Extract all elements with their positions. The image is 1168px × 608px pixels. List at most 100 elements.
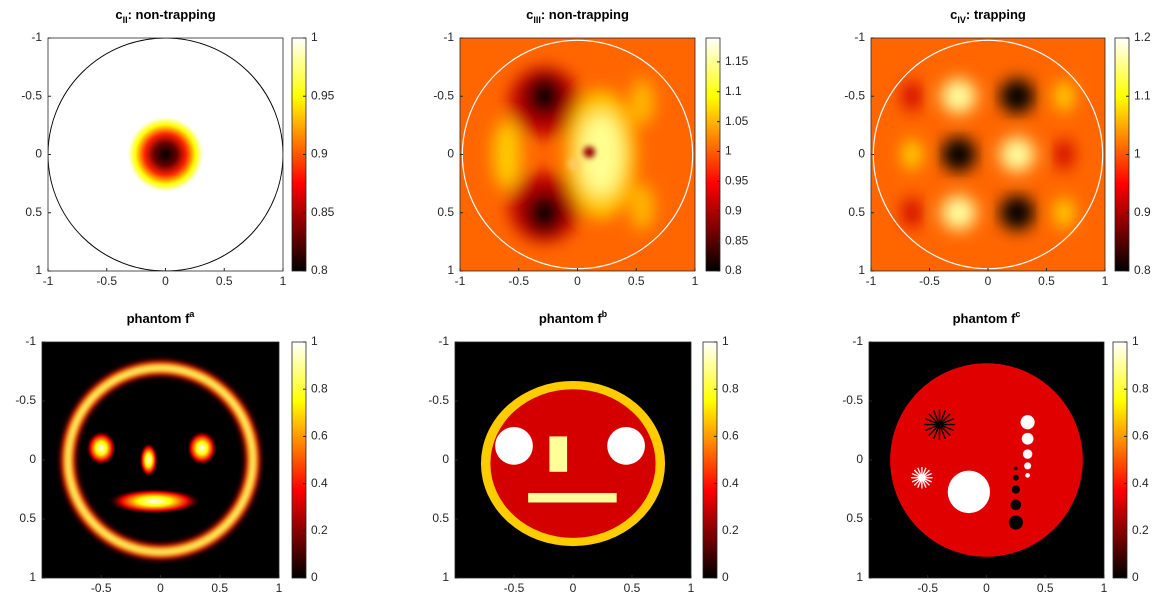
colorbar	[703, 342, 717, 578]
colorbar-tick-label: 1.15	[725, 54, 749, 68]
chart-title: cIII: non-trapping	[526, 7, 629, 25]
colorbar-tick-label: 0.6	[311, 429, 328, 443]
y-tick-label: 0	[442, 452, 449, 466]
colorbar-tick-label: 1.1	[1134, 88, 1151, 102]
y-tick-label: -0.5	[844, 88, 865, 102]
x-tick-label: 0.5	[211, 581, 228, 595]
y-tick-label: 1	[35, 263, 42, 277]
colorbar-tick-label: 1.05	[725, 114, 749, 128]
colorbar-tick-label: 0.6	[1132, 429, 1149, 443]
y-tick-label: 1	[442, 570, 449, 584]
y-tick-label: 0.5	[437, 205, 454, 219]
title-text: c	[526, 7, 533, 22]
x-tick-label: 0	[157, 581, 164, 595]
y-tick-label: 1	[447, 263, 454, 277]
colorbar-tick-label: 1.1	[725, 84, 742, 98]
x-tick-label: 1	[280, 274, 287, 288]
colorbar-tick-label: 0.8	[1132, 381, 1149, 395]
title-text: phantom f	[539, 311, 602, 326]
x-tick-label: 0.5	[624, 581, 641, 595]
x-tick-label: -1	[866, 274, 877, 288]
colorbar-tick-label: 0	[1132, 570, 1139, 584]
x-tick-label: 0.5	[1038, 274, 1055, 288]
title-rest: : non-trapping	[541, 7, 629, 22]
image	[869, 342, 1104, 578]
image	[42, 342, 279, 578]
x-tick-label: -0.5	[508, 274, 529, 288]
image	[455, 342, 691, 578]
y-tick-label: -1	[25, 334, 36, 348]
colorbar-tick-label: 0.95	[311, 88, 335, 102]
colorbar	[1113, 342, 1127, 578]
y-tick-label: 0.5	[432, 511, 449, 525]
colorbar-tick-label: 0.2	[722, 523, 739, 537]
x-tick-label: 0	[983, 581, 990, 595]
colorbar-tick-label: 1	[725, 144, 732, 158]
y-tick-label: 0.5	[25, 205, 42, 219]
title-superscript: a	[189, 309, 195, 319]
colorbar	[706, 38, 720, 271]
x-tick-label: 1	[1102, 274, 1109, 288]
colorbar-tick-label: 0.8	[725, 263, 742, 277]
x-tick-label: 1	[692, 274, 699, 288]
colorbar-tick-label: 0.4	[1132, 476, 1149, 490]
y-tick-label: -1	[438, 334, 449, 348]
y-tick-label: -0.5	[842, 393, 863, 407]
image	[460, 38, 695, 271]
y-tick-label: -0.5	[15, 393, 36, 407]
colorbar-tick-label: 1	[1132, 334, 1139, 348]
colorbar-tick-label: 0	[722, 570, 729, 584]
title-text: c	[115, 7, 122, 22]
y-tick-label: 0.5	[19, 511, 36, 525]
y-tick-label: -1	[443, 30, 454, 44]
title-text: c	[950, 7, 957, 22]
y-tick-label: -1	[854, 30, 865, 44]
title-text: phantom f	[953, 311, 1016, 326]
chart-title: cIV: trapping	[950, 7, 1026, 25]
colorbar-tick-label: 1	[311, 334, 318, 348]
y-tick-label: 0.5	[846, 511, 863, 525]
x-tick-label: -0.5	[91, 581, 112, 595]
colorbar-tick-label: 0.9	[725, 203, 742, 217]
title-subscript: III	[533, 15, 541, 25]
x-tick-label: -1	[43, 274, 54, 288]
y-tick-label: -0.5	[433, 88, 454, 102]
colorbar-tick-label: 0.85	[725, 233, 749, 247]
colorbar-tick-label: 0.9	[311, 147, 328, 161]
colorbar-tick-label: 0.9	[1134, 205, 1151, 219]
x-tick-label: -0.5	[917, 581, 938, 595]
x-tick-label: 0	[570, 581, 577, 595]
colorbar-tick-label: 0.85	[311, 205, 335, 219]
x-tick-label: 0	[985, 274, 992, 288]
x-tick-label: 0.5	[216, 274, 233, 288]
title-superscript: c	[1015, 309, 1020, 319]
x-tick-label: -0.5	[96, 274, 117, 288]
y-tick-label: -1	[31, 30, 42, 44]
y-tick-label: -1	[852, 334, 863, 348]
colorbar-tick-label: 0.4	[311, 476, 328, 490]
chart-title: cII: non-trapping	[115, 7, 215, 25]
colorbar	[292, 342, 306, 578]
x-tick-label: 0.5	[1037, 581, 1054, 595]
title-subscript: IV	[957, 15, 966, 25]
colorbar-tick-label: 0.6	[722, 429, 739, 443]
y-tick-label: 1	[29, 570, 36, 584]
colorbar-tick-label: 0.95	[725, 174, 749, 188]
y-tick-label: -0.5	[21, 88, 42, 102]
title-rest: : non-trapping	[128, 7, 216, 22]
x-tick-label: 1	[688, 581, 695, 595]
chart-title: phantom fa	[127, 309, 196, 326]
x-tick-label: -1	[455, 274, 466, 288]
y-tick-label: 1	[856, 570, 863, 584]
colorbar-tick-label: 0.8	[1134, 263, 1151, 277]
x-tick-label: 1	[276, 581, 283, 595]
x-tick-label: 0	[574, 274, 581, 288]
y-tick-label: 0	[858, 147, 865, 161]
title-rest: : trapping	[966, 7, 1026, 22]
chart-title: phantom fb	[539, 309, 608, 326]
y-tick-label: 0	[29, 452, 36, 466]
y-tick-label: 0	[35, 147, 42, 161]
colorbar-tick-label: 1	[311, 30, 318, 44]
y-tick-label: 0.5	[848, 205, 865, 219]
figure: -1-0.500.51-1-0.500.51cII: non-trapping0…	[0, 0, 1168, 608]
